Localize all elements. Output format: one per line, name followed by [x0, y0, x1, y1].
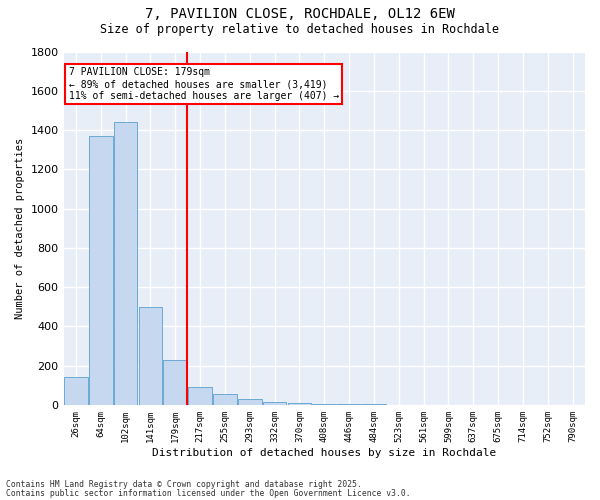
Bar — [64, 378, 88, 405]
Bar — [287, 404, 311, 405]
Bar — [238, 399, 262, 405]
Bar — [263, 402, 286, 405]
Text: 7, PAVILION CLOSE, ROCHDALE, OL12 6EW: 7, PAVILION CLOSE, ROCHDALE, OL12 6EW — [145, 8, 455, 22]
Bar — [337, 404, 361, 405]
Text: Contains public sector information licensed under the Open Government Licence v3: Contains public sector information licen… — [6, 489, 410, 498]
Bar — [163, 360, 187, 405]
Bar — [188, 387, 212, 405]
Text: Contains HM Land Registry data © Crown copyright and database right 2025.: Contains HM Land Registry data © Crown c… — [6, 480, 362, 489]
Bar — [89, 136, 113, 405]
Bar — [313, 404, 336, 405]
Y-axis label: Number of detached properties: Number of detached properties — [15, 138, 25, 319]
Text: 7 PAVILION CLOSE: 179sqm
← 89% of detached houses are smaller (3,419)
11% of sem: 7 PAVILION CLOSE: 179sqm ← 89% of detach… — [69, 68, 339, 100]
X-axis label: Distribution of detached houses by size in Rochdale: Distribution of detached houses by size … — [152, 448, 496, 458]
Text: Size of property relative to detached houses in Rochdale: Size of property relative to detached ho… — [101, 22, 499, 36]
Bar — [213, 394, 237, 405]
Bar — [139, 306, 162, 405]
Bar — [114, 122, 137, 405]
